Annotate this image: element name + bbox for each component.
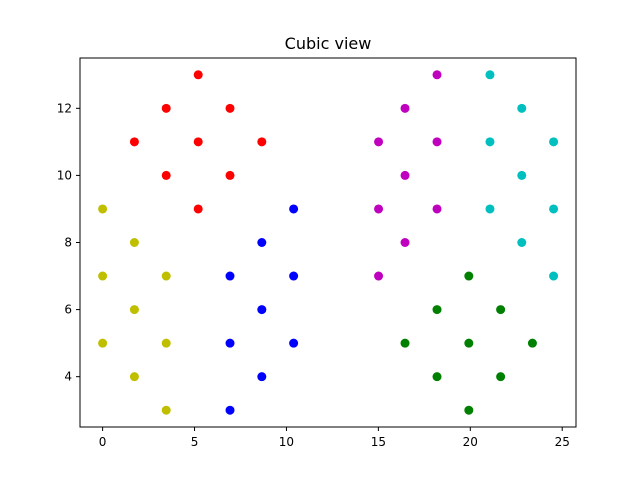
data-point: [193, 70, 203, 80]
data-point: [549, 271, 559, 281]
data-point: [496, 372, 506, 382]
data-point: [98, 204, 108, 214]
data-point: [485, 204, 495, 214]
data-point: [225, 338, 235, 348]
y-tick-label: 8: [64, 236, 72, 250]
data-points: [98, 70, 559, 415]
data-point: [549, 204, 559, 214]
data-point: [129, 137, 139, 147]
data-point: [161, 271, 171, 281]
x-tick-label: 20: [463, 435, 478, 449]
data-point: [225, 405, 235, 415]
x-tick-label: 25: [555, 435, 570, 449]
data-point: [257, 305, 267, 315]
data-point: [129, 238, 139, 247]
data-point: [400, 238, 410, 247]
data-point: [432, 70, 442, 80]
data-point: [225, 271, 235, 281]
data-point: [400, 170, 410, 180]
chart-title: Cubic view: [285, 34, 372, 53]
data-point: [193, 137, 203, 147]
data-point: [161, 170, 171, 180]
plot-area-frame: [79, 57, 577, 428]
data-point: [225, 170, 235, 180]
data-point: [400, 103, 410, 113]
y-tick-label: 12: [57, 101, 72, 115]
data-point: [161, 103, 171, 113]
data-point: [496, 305, 506, 315]
data-point: [517, 238, 527, 247]
data-point: [549, 137, 559, 147]
data-point: [464, 405, 474, 415]
data-point: [289, 204, 299, 214]
data-point: [527, 338, 537, 348]
data-point: [289, 338, 299, 348]
x-tick-label: 10: [279, 435, 294, 449]
data-point: [485, 70, 495, 80]
data-point: [129, 305, 139, 315]
data-point: [517, 170, 527, 180]
data-point: [374, 271, 384, 281]
data-point: [161, 405, 171, 415]
data-point: [464, 338, 474, 348]
data-point: [464, 271, 474, 281]
y-tick-label: 10: [57, 168, 72, 182]
axis-ticks: 0 5 10 15 20 25 4 6 8 10 12: [57, 101, 570, 449]
data-point: [257, 372, 267, 382]
data-point: [257, 238, 267, 247]
data-point: [432, 204, 442, 214]
data-point: [289, 271, 299, 281]
data-point: [98, 271, 108, 281]
y-tick-label: 4: [64, 370, 72, 384]
data-point: [225, 103, 235, 113]
data-point: [485, 137, 495, 147]
data-point: [129, 372, 139, 382]
data-point: [432, 305, 442, 315]
data-point: [374, 204, 384, 214]
data-point: [98, 338, 108, 348]
x-tick-label: 0: [99, 435, 107, 449]
data-point: [193, 204, 203, 214]
data-point: [161, 338, 171, 348]
data-point: [517, 103, 527, 113]
data-point: [432, 137, 442, 147]
data-point: [374, 137, 384, 147]
y-tick-label: 6: [64, 303, 72, 317]
data-point: [432, 372, 442, 382]
x-tick-label: 15: [371, 435, 386, 449]
x-tick-label: 5: [191, 435, 199, 449]
data-point: [257, 137, 267, 147]
data-point: [400, 338, 410, 348]
